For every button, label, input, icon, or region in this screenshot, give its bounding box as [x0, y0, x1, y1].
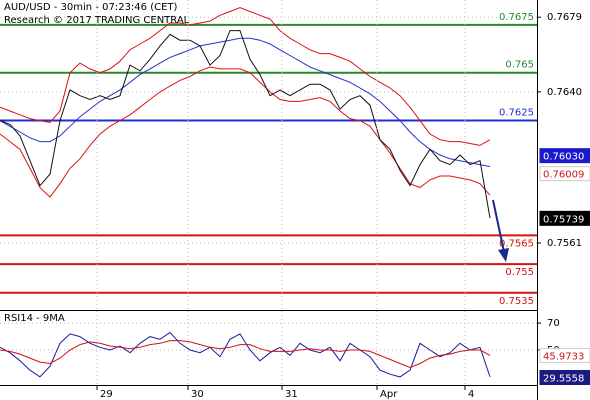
- price-tag-label: 0.75739: [543, 214, 584, 225]
- x-tick-label: 29: [100, 389, 113, 400]
- price-tag-label: 0.76009: [543, 170, 584, 181]
- level-label: 0.765: [505, 60, 534, 71]
- price-tag-box: [539, 148, 590, 164]
- price-tag-label: 45.9733: [543, 351, 584, 362]
- x-tick-label: Apr: [380, 389, 398, 400]
- series-line: [0, 37, 491, 167]
- x-tick-label: 4: [468, 389, 474, 400]
- series-line: [0, 340, 491, 369]
- price-tag-box: [539, 347, 590, 363]
- y-tick-label: 0.7561: [547, 238, 582, 249]
- level-label: 0.7565: [499, 238, 534, 249]
- forecast-arrow: [492, 199, 505, 253]
- price-tag-box: [539, 166, 590, 182]
- level-label: 0.7535: [499, 296, 534, 307]
- price-tag-label: 0.76030: [543, 152, 584, 163]
- chart-subtitle: Research © 2017 TRADING CENTRAL: [4, 15, 190, 26]
- series-line: [0, 7, 491, 146]
- price-tag-box: [539, 370, 590, 386]
- chart-title: AUD/USD - 30min - 07:23:46 (CET): [4, 2, 178, 13]
- forecast-arrow-head: [498, 248, 509, 262]
- y-tick-label: 0.7679: [547, 12, 582, 23]
- y-tick-label: 0.7640: [547, 87, 582, 98]
- price-tag-label: 29.5558: [543, 374, 584, 385]
- level-label: 0.755: [505, 267, 534, 278]
- level-label: 0.7625: [499, 108, 534, 119]
- y-tick-label: 70: [547, 318, 560, 329]
- x-tick-label: 30: [191, 389, 204, 400]
- x-tick-label: 31: [285, 389, 298, 400]
- series-line: [0, 331, 491, 378]
- series-line: [0, 66, 491, 198]
- indicator-title: RSI14 - 9MA: [4, 313, 65, 324]
- series-line: [0, 30, 491, 219]
- price-tag-box: [539, 210, 590, 226]
- level-label: 0.7675: [499, 12, 534, 23]
